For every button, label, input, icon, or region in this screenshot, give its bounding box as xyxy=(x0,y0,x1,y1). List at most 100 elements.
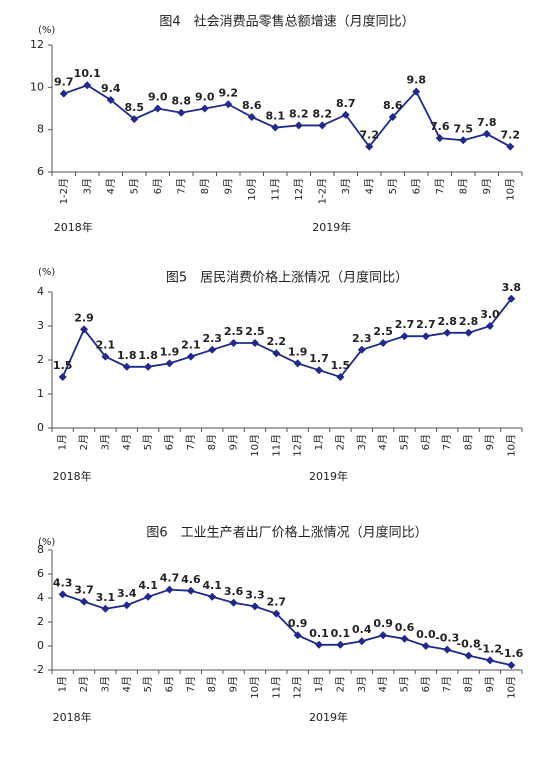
y-tick-label: 4 xyxy=(37,285,44,298)
marker xyxy=(357,345,366,354)
x-tick-label: 7月 xyxy=(185,434,197,450)
marker xyxy=(388,112,397,121)
x-tick-label: 3月 xyxy=(356,434,368,450)
marker xyxy=(435,134,444,143)
value-label: 7.2 xyxy=(501,129,521,142)
value-label: 4.1 xyxy=(202,579,222,592)
y-tick-label: 6 xyxy=(37,567,44,580)
x-tick-label: 4月 xyxy=(363,178,375,194)
y-tick-label: 3 xyxy=(37,319,44,332)
value-label: 2.2 xyxy=(267,335,287,348)
marker xyxy=(443,328,452,337)
marker xyxy=(58,373,67,381)
marker xyxy=(272,349,281,358)
x-tick-label: 3月 xyxy=(356,676,368,692)
value-label: 3.1 xyxy=(96,591,116,604)
value-label: 1.7 xyxy=(309,352,329,365)
value-label: 9.2 xyxy=(219,86,239,99)
value-label: 3.8 xyxy=(502,281,522,294)
value-label: 8.1 xyxy=(266,110,286,123)
marker xyxy=(59,89,68,98)
y-tick-label: 1 xyxy=(37,387,44,400)
unit-label: (%) xyxy=(38,267,55,278)
x-tick-label: 3月 xyxy=(81,178,93,194)
marker xyxy=(365,142,374,151)
marker xyxy=(341,110,350,119)
y-tick-label: 2 xyxy=(37,615,44,628)
value-label: 3.0 xyxy=(480,308,500,321)
value-label: 3.3 xyxy=(245,588,265,601)
value-label: 7.2 xyxy=(360,129,380,142)
x-tick-label: 5月 xyxy=(387,178,399,194)
marker xyxy=(506,142,515,151)
value-label: 4.3 xyxy=(53,576,73,589)
y-tick-label: 12 xyxy=(30,38,44,51)
value-label: 0.9 xyxy=(373,617,393,630)
value-label: 0.6 xyxy=(395,621,415,634)
x-tick-label: 1月 xyxy=(313,434,325,450)
x-tick-label: 5月 xyxy=(142,434,154,450)
marker xyxy=(507,294,516,303)
x-tick-label: 7月 xyxy=(434,178,446,194)
x-tick-label: 1-2月 xyxy=(316,178,328,204)
y-tick-label: 0 xyxy=(37,421,44,434)
marker xyxy=(271,123,280,132)
x-tick-label: 9月 xyxy=(484,676,496,692)
x-tick-label: 1月 xyxy=(57,676,69,692)
marker xyxy=(485,656,494,665)
value-label: 0.1 xyxy=(309,627,329,640)
value-label: 1.5 xyxy=(53,359,73,372)
y-tick-label: 10 xyxy=(30,80,44,93)
x-tick-label: 11月 xyxy=(269,178,281,201)
value-label: 9.7 xyxy=(54,76,74,89)
value-label: 2.9 xyxy=(74,311,94,324)
series-line xyxy=(63,84,511,149)
x-tick-label: 3月 xyxy=(99,676,111,692)
value-label: 8.7 xyxy=(336,97,356,110)
value-label: 2.5 xyxy=(373,325,393,338)
value-label: 1.8 xyxy=(138,349,158,362)
value-label: 4.1 xyxy=(138,579,158,592)
y-tick-label: -2 xyxy=(33,663,44,676)
x-tick-label: 4月 xyxy=(377,676,389,692)
chart-title: 图5 居民消费价格上涨情况（月度同比） xyxy=(166,270,408,286)
marker xyxy=(379,339,388,347)
value-label: 10.1 xyxy=(74,67,101,80)
value-label: 1.9 xyxy=(288,345,308,358)
x-tick-label: 10月 xyxy=(504,178,516,201)
x-tick-label: 3月 xyxy=(340,178,352,194)
marker xyxy=(122,362,131,371)
y-tick-label: 6 xyxy=(37,165,44,178)
marker xyxy=(400,332,409,341)
value-label: -1.6 xyxy=(499,647,523,660)
value-label: 8.8 xyxy=(172,95,192,108)
marker xyxy=(153,104,162,113)
marker xyxy=(106,96,115,105)
x-tick-label: 4月 xyxy=(121,434,133,450)
x-tick-label: 5月 xyxy=(399,434,411,450)
value-label: 9.0 xyxy=(195,91,215,104)
x-tick-label: 8月 xyxy=(199,178,211,194)
marker xyxy=(482,129,491,138)
x-tick-label: 8月 xyxy=(457,178,469,194)
value-label: 2.7 xyxy=(267,596,287,609)
x-tick-label: 12月 xyxy=(292,676,304,699)
marker xyxy=(293,631,302,640)
year-label: 2018年 xyxy=(54,220,93,234)
marker xyxy=(144,592,153,601)
value-label: 0.1 xyxy=(331,627,351,640)
marker xyxy=(464,328,473,337)
value-label: 9.8 xyxy=(407,74,427,87)
marker xyxy=(247,112,256,121)
marker xyxy=(229,598,238,607)
year-label: 2018年 xyxy=(53,710,92,724)
series-line xyxy=(62,588,512,667)
x-tick-label: 8月 xyxy=(463,676,475,692)
value-label: 2.1 xyxy=(96,339,116,352)
x-tick-label: 6月 xyxy=(410,178,422,194)
marker xyxy=(83,81,92,90)
x-tick-label: 4月 xyxy=(105,178,117,194)
chart: 图4 社会消费品零售总额增速（月度同比） (%) 6 8 10 12 1-2月 3月 4月 5月 6… xyxy=(30,14,523,234)
value-label: 2.7 xyxy=(416,318,436,331)
x-tick-label: 1-2月 xyxy=(58,178,70,204)
